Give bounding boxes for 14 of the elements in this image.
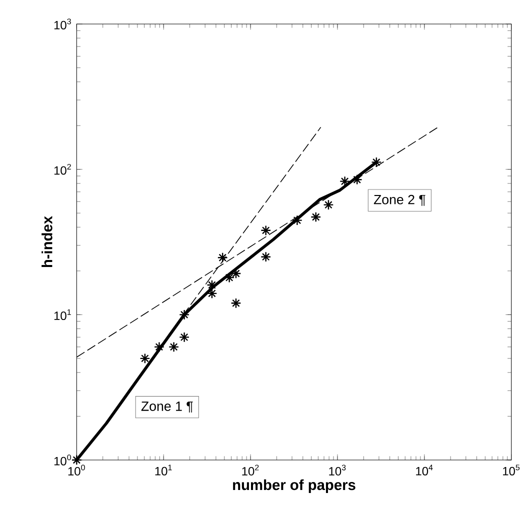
x-tick-label: 10$^{2}$ (242, 464, 259, 476)
y-tick-label: 10$^{1}$ (54, 309, 71, 320)
x-tick-label: 10$^{0}$ (68, 464, 85, 476)
y-axis-title: h-index (42, 216, 52, 268)
x-tick-label: 10$^{5}$ (503, 464, 520, 476)
x-axis-title: number of papers (233, 479, 356, 493)
y-tick-label: 10$^{0}$ (54, 454, 71, 466)
annotation: Zone 1 ¶ (141, 402, 193, 413)
y-tick-label: 10$^{2}$ (54, 164, 71, 175)
annotation: Zone 2 ¶ (374, 194, 426, 206)
x-tick-label: 10$^{3}$ (329, 464, 346, 476)
x-tick-label: 10$^{1}$ (155, 464, 172, 476)
x-tick-label: 10$^{4}$ (416, 464, 433, 476)
y-tick-label: 10$^{3}$ (54, 18, 71, 30)
